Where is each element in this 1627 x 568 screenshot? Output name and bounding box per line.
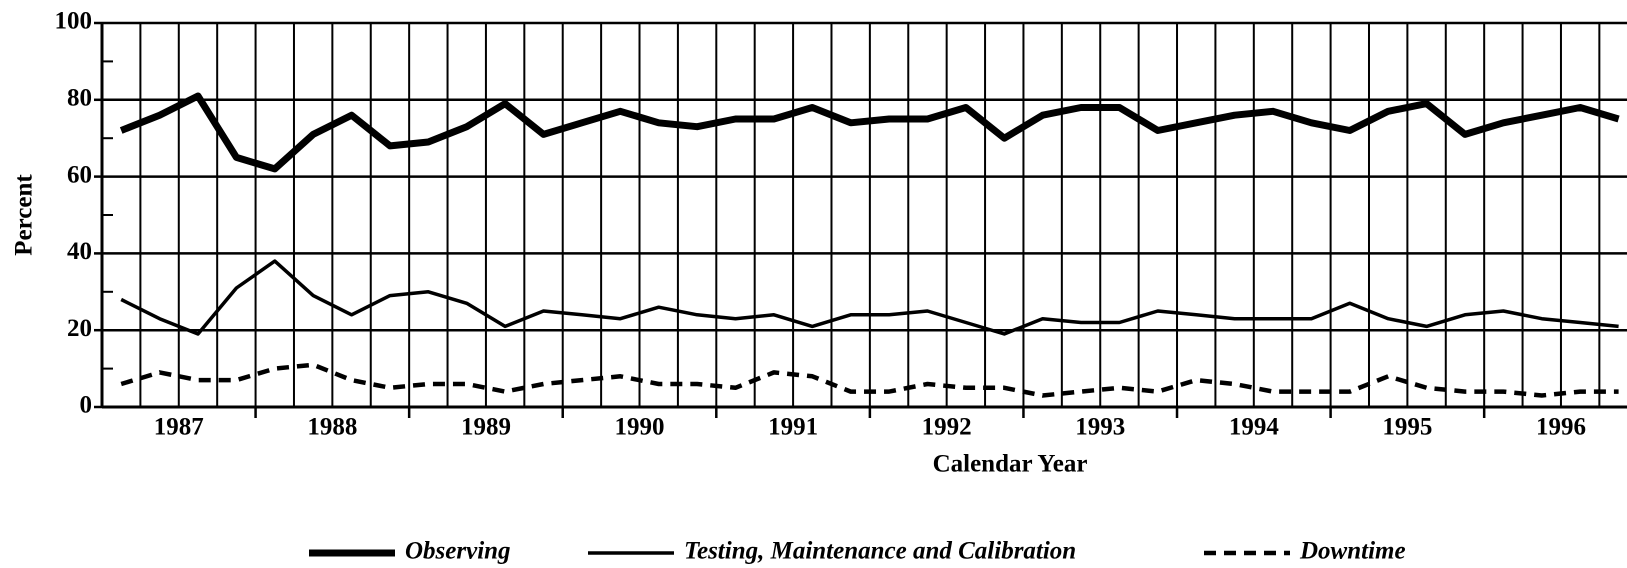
x-tick-label: 1988: [307, 414, 357, 441]
y-tick-label: 20: [67, 315, 92, 342]
y-tick-label: 100: [55, 8, 93, 35]
x-tick-label: 1990: [615, 414, 665, 441]
x-tick-label: 1996: [1536, 414, 1586, 441]
x-tick-label: 1989: [461, 414, 511, 441]
x-axis-label: Calendar Year: [933, 451, 1088, 478]
y-tick-label: 40: [67, 238, 92, 265]
legend-label: Testing, Maintenance and Calibration: [684, 538, 1076, 565]
y-tick-label: 0: [80, 392, 93, 419]
y-axis-label: Percent: [11, 174, 38, 256]
series-line: [120, 362, 1619, 398]
x-tick-label: 1992: [922, 414, 972, 441]
x-tick-label: 1995: [1382, 414, 1432, 441]
legend-label: Downtime: [1299, 538, 1406, 565]
x-tick-label: 1994: [1229, 414, 1280, 441]
x-tick-label: 1991: [768, 414, 818, 441]
series-line: [119, 92, 1620, 173]
x-tick-label: 1987: [154, 414, 204, 441]
legend-label: Observing: [405, 538, 511, 565]
y-tick-label: 60: [67, 161, 92, 188]
y-tick-label: 80: [67, 85, 92, 112]
x-tick-label: 1993: [1075, 414, 1125, 441]
series-line: [120, 259, 1619, 336]
